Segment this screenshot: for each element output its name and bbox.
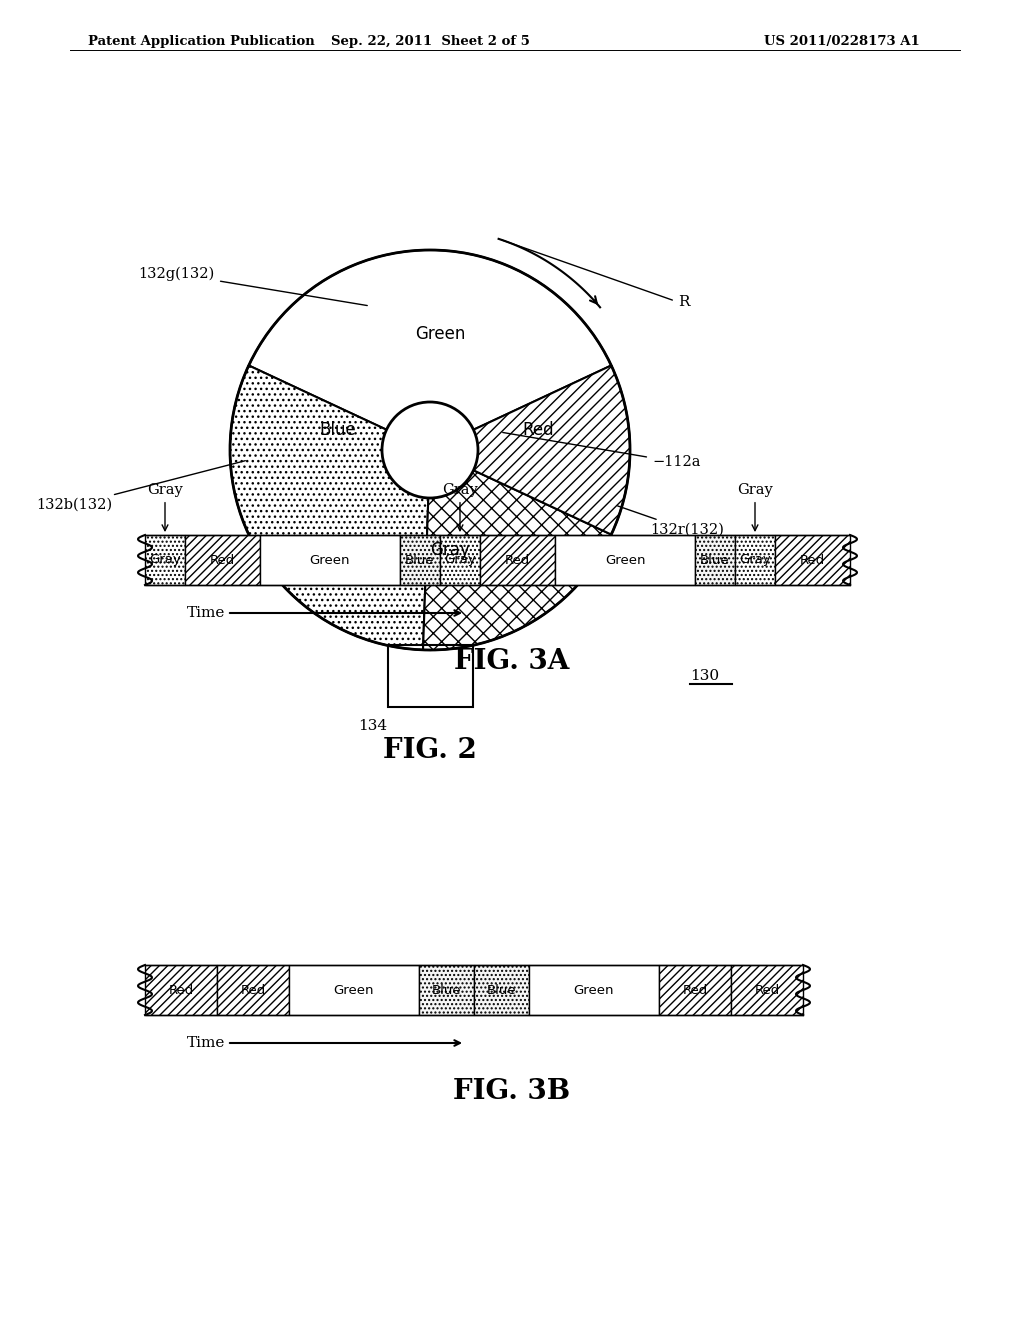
Bar [731, 965, 803, 1015]
Bar [260, 535, 400, 585]
Bar [695, 535, 735, 585]
Text: Red: Red [168, 983, 194, 997]
Text: Red: Red [210, 553, 236, 566]
Bar [529, 965, 659, 1015]
Text: Red: Red [800, 553, 825, 566]
Bar [217, 965, 289, 1015]
Wedge shape [423, 450, 611, 649]
Text: R: R [678, 294, 689, 309]
Text: Red: Red [241, 983, 265, 997]
Bar [775, 535, 850, 585]
Text: Time: Time [186, 606, 225, 620]
Text: FIG. 3B: FIG. 3B [454, 1078, 570, 1105]
Text: Gray: Gray [442, 483, 478, 531]
Text: US 2011/0228173 A1: US 2011/0228173 A1 [764, 36, 920, 48]
Text: Time: Time [186, 1036, 225, 1049]
Bar [419, 965, 474, 1015]
Text: −112a: −112a [503, 433, 700, 469]
Text: 132g(132): 132g(132) [138, 267, 368, 305]
Bar [400, 535, 440, 585]
Bar [659, 965, 731, 1015]
Bar [145, 965, 217, 1015]
Text: 134: 134 [358, 719, 387, 733]
Text: Gray: Gray [150, 553, 181, 566]
Text: FIG. 2: FIG. 2 [383, 737, 477, 764]
Text: Blue: Blue [486, 983, 516, 997]
Text: Red: Red [755, 983, 779, 997]
Text: Green: Green [309, 553, 350, 566]
Wedge shape [249, 249, 611, 450]
Bar [735, 535, 775, 585]
Bar [555, 535, 695, 585]
Text: FIG. 3A: FIG. 3A [455, 648, 569, 675]
Text: Blue: Blue [700, 553, 730, 566]
Text: 132b(132): 132b(132) [36, 461, 246, 512]
Text: Gray: Gray [444, 553, 476, 566]
Text: Red: Red [522, 421, 554, 440]
Text: Blue: Blue [432, 983, 462, 997]
Text: Green: Green [334, 983, 374, 997]
Text: Green: Green [605, 553, 645, 566]
Text: Patent Application Publication: Patent Application Publication [88, 36, 314, 48]
Circle shape [382, 403, 478, 498]
Bar [185, 535, 260, 585]
Text: Gray: Gray [430, 541, 470, 558]
Text: Blue: Blue [406, 553, 435, 566]
Text: Red: Red [682, 983, 708, 997]
Bar [387, 645, 472, 708]
Text: Gray: Gray [737, 483, 773, 531]
Text: Blue: Blue [319, 421, 356, 440]
Text: Gray: Gray [739, 553, 771, 566]
Wedge shape [430, 366, 630, 535]
Text: 130: 130 [690, 669, 719, 682]
Text: Gray: Gray [147, 483, 183, 531]
Text: 132r(132): 132r(132) [617, 506, 724, 537]
Bar [474, 965, 529, 1015]
Bar [440, 535, 480, 585]
Wedge shape [230, 366, 430, 649]
Text: Green: Green [573, 983, 614, 997]
Text: Green: Green [415, 325, 465, 343]
Bar [289, 965, 419, 1015]
Text: Sep. 22, 2011  Sheet 2 of 5: Sep. 22, 2011 Sheet 2 of 5 [331, 36, 529, 48]
Bar [145, 535, 185, 585]
Text: Red: Red [505, 553, 530, 566]
Bar [480, 535, 555, 585]
